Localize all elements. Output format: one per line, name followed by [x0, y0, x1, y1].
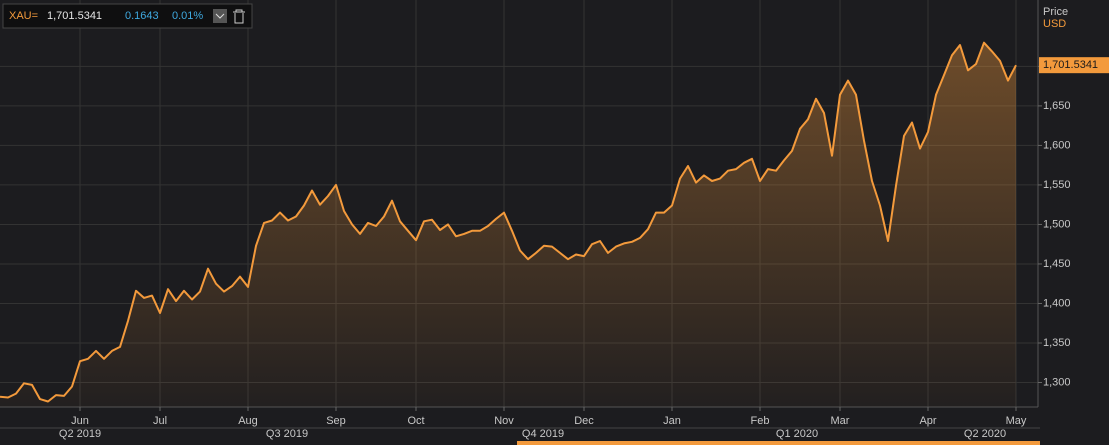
quarter-label: Q2 2020 — [964, 428, 1006, 440]
last-price: 1,701.5341 — [47, 10, 102, 22]
y-tick-label: 1,500 — [1043, 218, 1071, 230]
y-tick-label: 1,550 — [1043, 179, 1071, 191]
x-tick-label: Jun — [71, 415, 89, 427]
last-price-tag — [1039, 57, 1109, 74]
dropdown-icon — [215, 13, 225, 19]
area — [0, 42, 1016, 407]
x-tick-label: Jul — [153, 415, 167, 427]
range-highlight — [517, 441, 1040, 445]
x-tick-label: Dec — [574, 415, 594, 427]
quarter-label: Q2 2019 — [59, 428, 101, 440]
dropdown-button[interactable] — [213, 9, 227, 23]
y-tick-label: 1,650 — [1043, 100, 1071, 112]
y-tick-label: 1,350 — [1043, 337, 1071, 349]
plot — [0, 41, 1017, 407]
axes: 1,300 1,350 1,400 1,450 1,500 1,550 1,600 1,650… — [59, 57, 1109, 440]
change-percent: 0.01% — [172, 10, 203, 22]
x-tick-label: Jan — [663, 415, 681, 427]
quarter-label: Q4 2019 — [522, 428, 564, 440]
ric: XAU= — [9, 10, 38, 22]
x-tick-label: Sep — [326, 415, 346, 427]
y-tick-label: 1,600 — [1043, 139, 1071, 151]
change: 0.1643 — [125, 10, 159, 22]
y-axis-unit: USD — [1043, 18, 1066, 30]
y-axis-title: Price — [1043, 6, 1068, 18]
x-tick-label: Nov — [494, 415, 514, 427]
quarter-label: Q1 2020 — [776, 428, 818, 440]
header: XAU= 1,701.5341 0.1643 0.01% — [2, 3, 253, 29]
x-tick-label: May — [1006, 415, 1027, 427]
last-price-label: 1,701.5341 — [1043, 59, 1098, 71]
delete-button[interactable] — [233, 9, 245, 24]
line — [0, 41, 1017, 403]
x-tick-label: Aug — [238, 415, 258, 427]
y-tick-label: 1,300 — [1043, 376, 1071, 388]
y-tick-label: 1,450 — [1043, 258, 1071, 270]
header-box — [2, 3, 253, 29]
x-tick-label: Apr — [919, 415, 936, 427]
x-tick-label: Mar — [831, 415, 850, 427]
quarter-label: Q3 2019 — [266, 428, 308, 440]
x-tick-label: Feb — [751, 415, 770, 427]
x-tick-label: Oct — [407, 415, 424, 427]
y-tick-label: 1,400 — [1043, 297, 1071, 309]
